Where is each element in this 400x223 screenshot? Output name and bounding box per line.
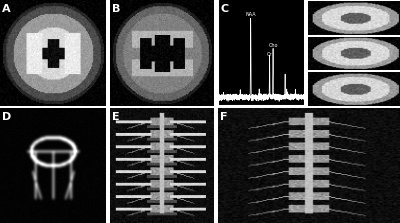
Text: B: B [112, 4, 120, 14]
Text: C: C [220, 4, 228, 14]
Text: Cr: Cr [267, 52, 272, 57]
Text: NAA: NAA [245, 12, 256, 17]
Text: Cho: Cho [268, 43, 278, 48]
Text: E: E [112, 112, 120, 122]
Text: F: F [220, 112, 228, 122]
Text: D: D [2, 112, 11, 122]
Text: A: A [2, 4, 11, 14]
